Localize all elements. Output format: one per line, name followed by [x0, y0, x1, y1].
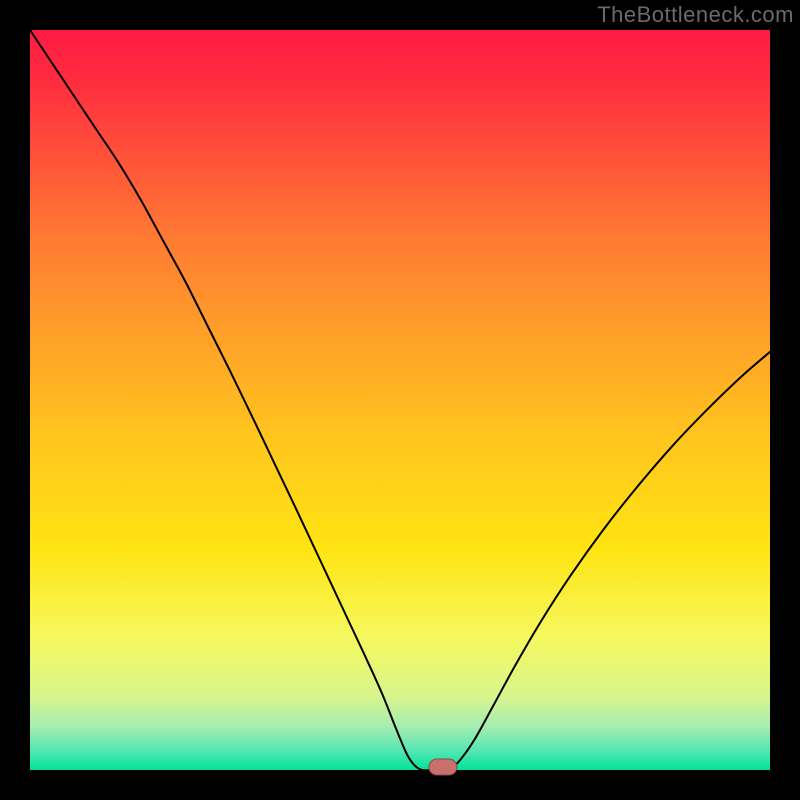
watermark-text: TheBottleneck.com	[597, 2, 794, 28]
bottleneck-chart	[0, 0, 800, 800]
optimum-marker	[429, 759, 457, 775]
figure-container: TheBottleneck.com	[0, 0, 800, 800]
plot-background-gradient	[30, 30, 770, 770]
